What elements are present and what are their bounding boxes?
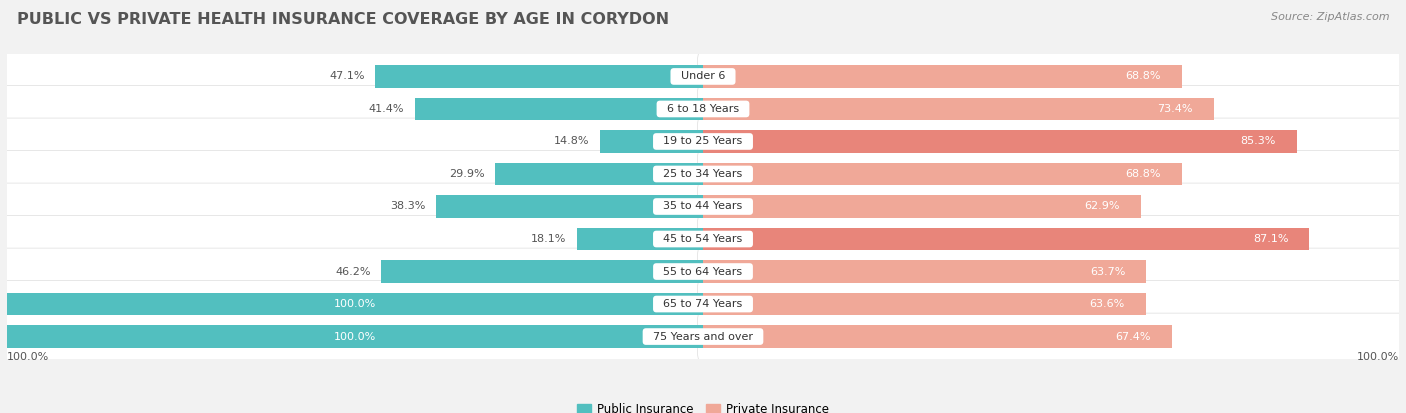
Legend: Public Insurance, Private Insurance: Public Insurance, Private Insurance [572, 398, 834, 413]
Text: 63.6%: 63.6% [1090, 299, 1125, 309]
Bar [600, 131, 703, 152]
Text: 41.4%: 41.4% [368, 104, 405, 114]
Text: 38.3%: 38.3% [391, 202, 426, 211]
Text: 6 to 18 Years: 6 to 18 Years [659, 104, 747, 114]
Text: 100.0%: 100.0% [333, 299, 377, 309]
FancyBboxPatch shape [697, 183, 1400, 230]
FancyBboxPatch shape [697, 53, 1400, 100]
Text: 29.9%: 29.9% [449, 169, 485, 179]
Bar [436, 195, 703, 218]
FancyBboxPatch shape [1, 216, 704, 262]
Bar [703, 65, 1182, 88]
Bar [703, 98, 1213, 120]
Bar [576, 228, 703, 250]
Bar [703, 325, 1173, 348]
Text: 45 to 54 Years: 45 to 54 Years [657, 234, 749, 244]
Text: 47.1%: 47.1% [329, 71, 364, 81]
FancyBboxPatch shape [1, 313, 704, 360]
Text: PUBLIC VS PRIVATE HEALTH INSURANCE COVERAGE BY AGE IN CORYDON: PUBLIC VS PRIVATE HEALTH INSURANCE COVER… [17, 12, 669, 27]
FancyBboxPatch shape [1, 280, 704, 328]
Text: 100.0%: 100.0% [1357, 352, 1399, 362]
Bar [703, 293, 1146, 315]
Bar [375, 65, 703, 88]
FancyBboxPatch shape [697, 248, 1400, 295]
Bar [703, 163, 1182, 185]
FancyBboxPatch shape [1, 248, 704, 295]
FancyBboxPatch shape [697, 118, 1400, 165]
Text: 18.1%: 18.1% [531, 234, 567, 244]
Text: 14.8%: 14.8% [554, 136, 589, 147]
FancyBboxPatch shape [697, 280, 1400, 328]
Text: 100.0%: 100.0% [7, 352, 49, 362]
Bar [703, 261, 1146, 282]
Text: 67.4%: 67.4% [1116, 332, 1152, 342]
FancyBboxPatch shape [697, 216, 1400, 262]
FancyBboxPatch shape [1, 53, 704, 100]
Bar [703, 228, 1309, 250]
Bar [703, 131, 1296, 152]
Bar [495, 163, 703, 185]
Text: 85.3%: 85.3% [1240, 136, 1275, 147]
Bar [7, 325, 703, 348]
Text: 100.0%: 100.0% [333, 332, 377, 342]
Text: 68.8%: 68.8% [1125, 169, 1161, 179]
Text: 65 to 74 Years: 65 to 74 Years [657, 299, 749, 309]
Text: 87.1%: 87.1% [1253, 234, 1288, 244]
FancyBboxPatch shape [1, 151, 704, 197]
Bar [381, 261, 703, 282]
Text: 19 to 25 Years: 19 to 25 Years [657, 136, 749, 147]
Text: 62.9%: 62.9% [1084, 202, 1121, 211]
FancyBboxPatch shape [697, 151, 1400, 197]
Bar [415, 98, 703, 120]
Text: 55 to 64 Years: 55 to 64 Years [657, 266, 749, 277]
Text: 75 Years and over: 75 Years and over [645, 332, 761, 342]
FancyBboxPatch shape [1, 85, 704, 133]
Text: 35 to 44 Years: 35 to 44 Years [657, 202, 749, 211]
Text: Source: ZipAtlas.com: Source: ZipAtlas.com [1271, 12, 1389, 22]
Text: 25 to 34 Years: 25 to 34 Years [657, 169, 749, 179]
Text: 73.4%: 73.4% [1157, 104, 1192, 114]
Bar [7, 293, 703, 315]
FancyBboxPatch shape [697, 85, 1400, 133]
Text: 68.8%: 68.8% [1125, 71, 1161, 81]
FancyBboxPatch shape [697, 313, 1400, 360]
Text: 46.2%: 46.2% [336, 266, 371, 277]
Bar [703, 195, 1140, 218]
FancyBboxPatch shape [1, 183, 704, 230]
Text: 63.7%: 63.7% [1090, 266, 1125, 277]
Text: Under 6: Under 6 [673, 71, 733, 81]
FancyBboxPatch shape [1, 118, 704, 165]
